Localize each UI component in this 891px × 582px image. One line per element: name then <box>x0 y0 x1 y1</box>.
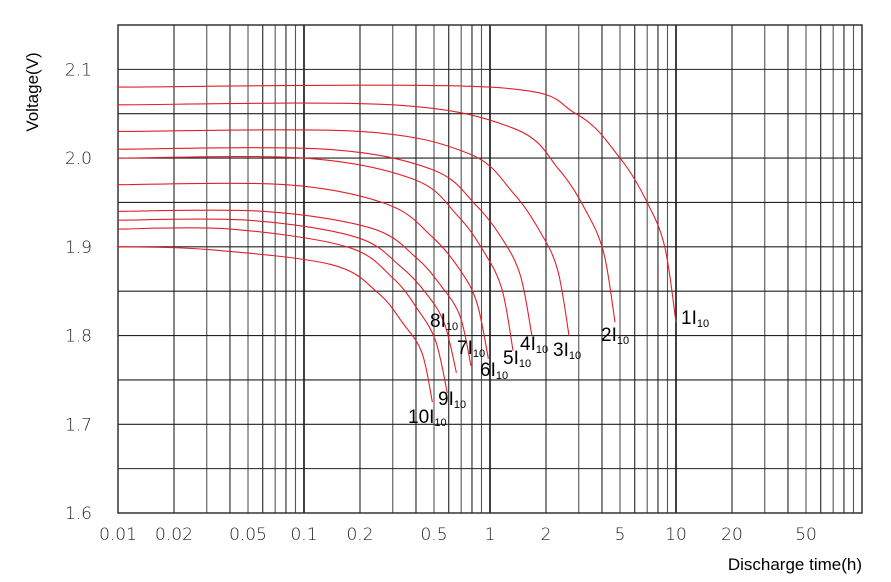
y-tick-label: 1.9 <box>65 238 92 258</box>
curve-label: 5I10 <box>503 348 531 370</box>
y-tick-label: 1.6 <box>65 504 92 524</box>
y-tick-label: 1.8 <box>65 327 92 347</box>
x-tick-label: 0.2 <box>346 525 373 545</box>
x-tick-label: 2 <box>541 525 552 545</box>
x-tick-label: 10 <box>665 525 687 545</box>
curve-6I10 <box>117 182 489 359</box>
x-axis-label: Discharge time(h) <box>728 555 862 574</box>
x-tick-label: 1 <box>485 525 496 545</box>
x-tick-label: 20 <box>721 525 743 545</box>
curve-5I10 <box>117 155 514 351</box>
y-tick-label: 1.7 <box>65 415 92 435</box>
curve-10I10 <box>117 246 433 403</box>
curve-label: 2I10 <box>601 325 629 347</box>
curve-4I10 <box>117 147 533 336</box>
curve-1I10 <box>117 84 677 323</box>
x-tick-label: 0.01 <box>99 525 137 545</box>
curve-label: 6I10 <box>480 360 508 382</box>
curve-label: 10I10 <box>408 407 447 429</box>
curve-7I10 <box>117 209 472 366</box>
x-tick-label: 50 <box>795 525 817 545</box>
curve-8I10 <box>117 218 457 373</box>
plot-border <box>117 24 863 514</box>
curve-9I10 <box>117 227 448 394</box>
curve-label: 9I10 <box>438 389 466 411</box>
curve-label: 1I10 <box>681 308 709 330</box>
x-tick-label: 0.1 <box>290 525 317 545</box>
y-axis-label: Voltage(V) <box>23 52 42 131</box>
y-tick-label: 2.0 <box>65 149 92 169</box>
x-tick-label: 5 <box>615 525 626 545</box>
x-tick-label: 0.5 <box>420 525 447 545</box>
curve-label: 8I10 <box>430 311 458 333</box>
y-tick-label: 2.1 <box>65 60 92 80</box>
x-tick-label: 0.02 <box>155 525 193 545</box>
curve-label: 3I10 <box>553 340 581 362</box>
x-tick-label: 0.05 <box>229 525 267 545</box>
curve-label: 7I10 <box>457 338 485 360</box>
curve-label: 4I10 <box>520 334 548 356</box>
curve-2I10 <box>117 102 616 323</box>
curve-3I10 <box>117 129 570 336</box>
